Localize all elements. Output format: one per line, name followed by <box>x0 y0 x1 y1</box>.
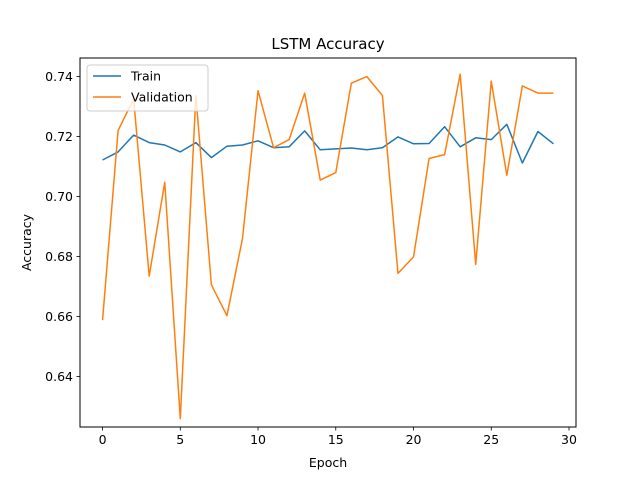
x-axis-title: Epoch <box>309 455 347 470</box>
x-tick-label: 25 <box>483 432 499 447</box>
legend-label-train: Train <box>130 69 161 84</box>
y-axis-title: Accuracy <box>19 213 34 271</box>
y-tick-label: 0.68 <box>45 249 73 264</box>
x-tick-label: 0 <box>99 432 107 447</box>
ticks-layer: 0 5 10 15 20 25 30 0.64 0.66 0.68 0.70 0.72 0.74 <box>45 69 577 447</box>
chart-title: LSTM Accuracy <box>271 35 384 53</box>
x-tick-label: 5 <box>176 432 184 447</box>
series-line-train <box>102 123 554 164</box>
x-tick-label: 20 <box>406 432 422 447</box>
x-tick-label: 30 <box>561 432 577 447</box>
series-layer <box>101 73 554 420</box>
legend-label-validation: Validation <box>131 90 193 105</box>
y-tick-label: 0.74 <box>45 69 73 84</box>
y-tick-label: 0.72 <box>45 129 73 144</box>
x-tick-label: 10 <box>250 432 266 447</box>
series-line-validation <box>101 73 554 420</box>
y-tick-label: 0.64 <box>45 369 73 384</box>
legend: Train Validation <box>86 64 209 112</box>
y-tick-label: 0.70 <box>45 189 73 204</box>
y-tick-label: 0.66 <box>45 309 73 324</box>
x-tick-label: 15 <box>328 432 344 447</box>
plot-frame <box>79 57 577 428</box>
